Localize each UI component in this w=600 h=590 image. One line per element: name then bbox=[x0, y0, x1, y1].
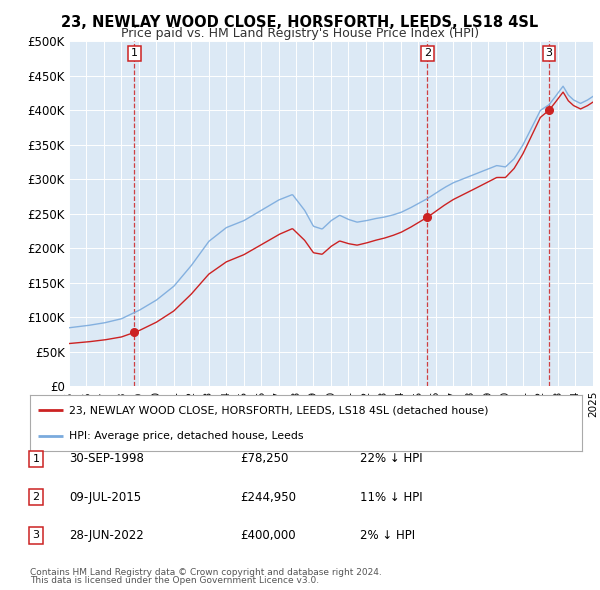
Text: £244,950: £244,950 bbox=[240, 490, 296, 504]
Text: 28-JUN-2022: 28-JUN-2022 bbox=[69, 529, 144, 542]
Text: 2: 2 bbox=[32, 492, 40, 502]
Text: 2: 2 bbox=[424, 48, 431, 58]
Text: 1: 1 bbox=[32, 454, 40, 464]
Text: 2% ↓ HPI: 2% ↓ HPI bbox=[360, 529, 415, 542]
Text: 09-JUL-2015: 09-JUL-2015 bbox=[69, 490, 141, 504]
Text: £400,000: £400,000 bbox=[240, 529, 296, 542]
Text: 11% ↓ HPI: 11% ↓ HPI bbox=[360, 490, 422, 504]
Text: HPI: Average price, detached house, Leeds: HPI: Average price, detached house, Leed… bbox=[68, 431, 303, 441]
Text: £78,250: £78,250 bbox=[240, 452, 289, 466]
Text: 3: 3 bbox=[32, 530, 40, 540]
Text: 23, NEWLAY WOOD CLOSE, HORSFORTH, LEEDS, LS18 4SL (detached house): 23, NEWLAY WOOD CLOSE, HORSFORTH, LEEDS,… bbox=[68, 405, 488, 415]
Text: 1: 1 bbox=[131, 48, 138, 58]
Text: 22% ↓ HPI: 22% ↓ HPI bbox=[360, 452, 422, 466]
Text: This data is licensed under the Open Government Licence v3.0.: This data is licensed under the Open Gov… bbox=[30, 576, 319, 585]
Text: 30-SEP-1998: 30-SEP-1998 bbox=[69, 452, 144, 466]
Text: 3: 3 bbox=[545, 48, 553, 58]
Text: Price paid vs. HM Land Registry's House Price Index (HPI): Price paid vs. HM Land Registry's House … bbox=[121, 27, 479, 40]
Text: Contains HM Land Registry data © Crown copyright and database right 2024.: Contains HM Land Registry data © Crown c… bbox=[30, 568, 382, 577]
Text: 23, NEWLAY WOOD CLOSE, HORSFORTH, LEEDS, LS18 4SL: 23, NEWLAY WOOD CLOSE, HORSFORTH, LEEDS,… bbox=[61, 15, 539, 30]
